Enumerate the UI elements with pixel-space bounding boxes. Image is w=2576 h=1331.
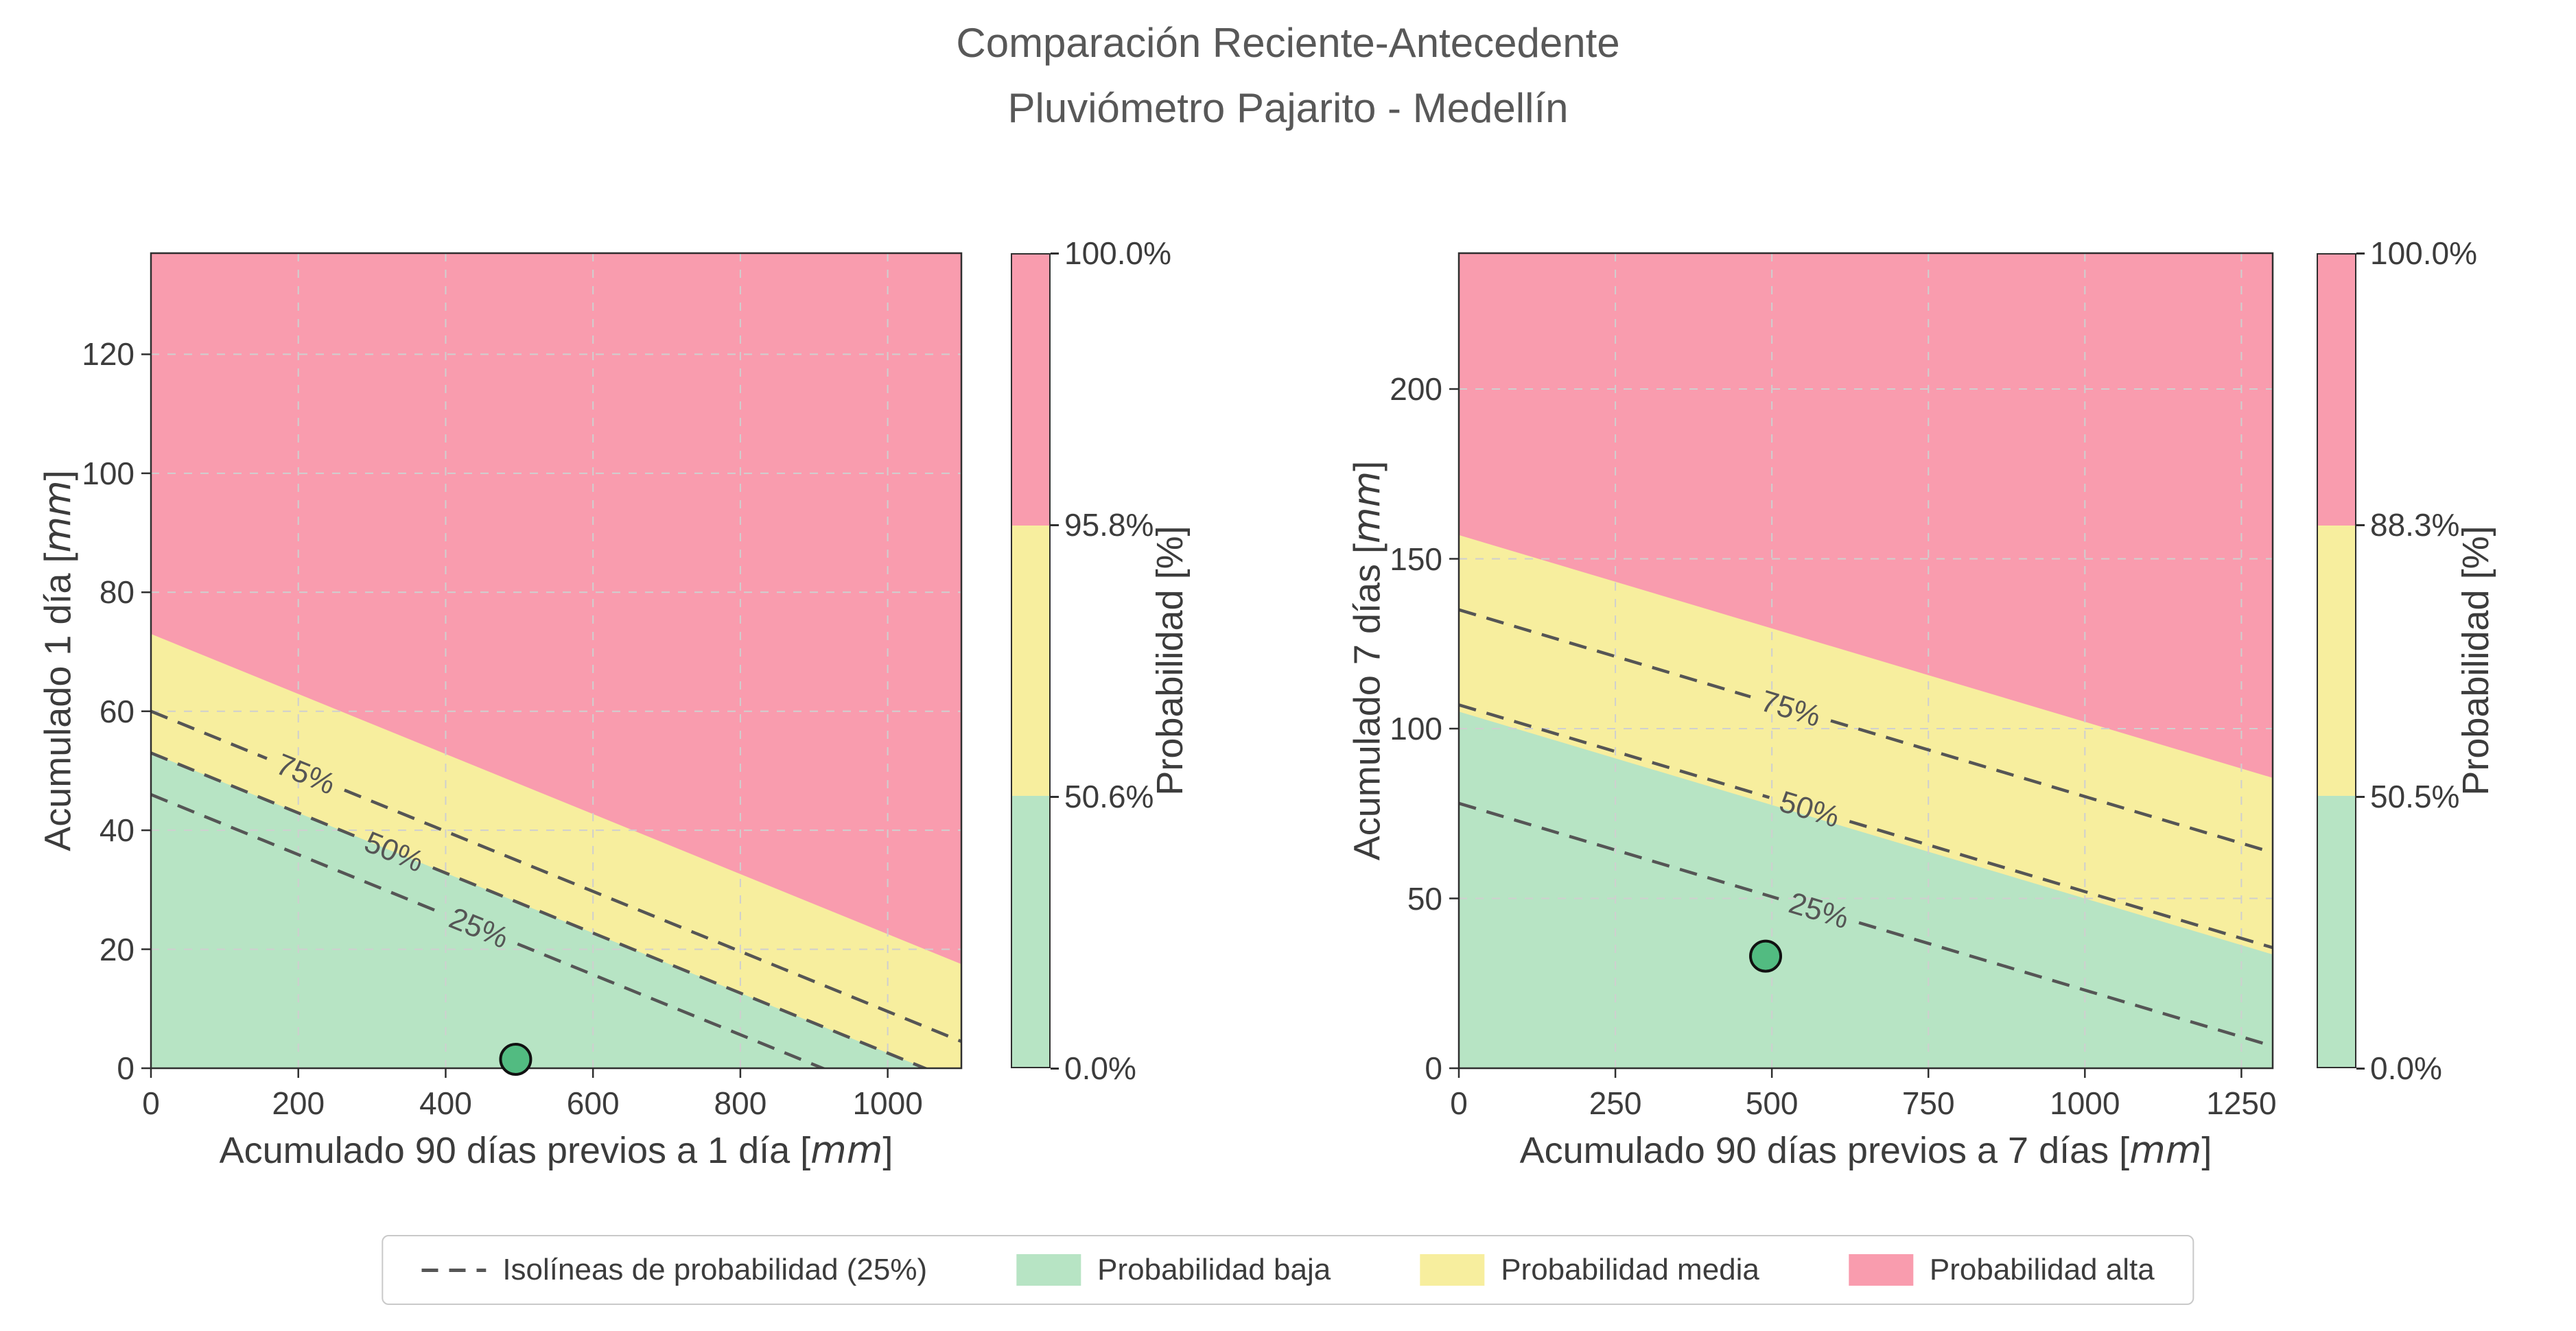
colorbar-tick-label: 0.0% — [2370, 1050, 2442, 1086]
y-axis-unit: mm — [1345, 471, 1389, 543]
x-tick-label: 1000 — [852, 1085, 923, 1121]
y-tick-label: 200 — [1390, 371, 1442, 407]
isoline — [432, 866, 929, 1068]
plot-acumulado-1-dia: 75%50%25% — [141, 252, 963, 1078]
colorbar-segment — [2318, 796, 2355, 1068]
low-probability-swatch — [1016, 1254, 1081, 1286]
data-point-marker — [1749, 939, 1783, 973]
colorbar-tick-label: 50.6% — [1064, 779, 1154, 814]
y-tick-label: 100 — [82, 455, 134, 491]
x-tick-label: 600 — [566, 1085, 620, 1121]
legend-label-high-probability: Probabilidad alta — [1929, 1253, 2155, 1286]
x-tick-label: 1000 — [2050, 1085, 2120, 1121]
colorbar-tick-label: 0.0% — [1064, 1050, 1136, 1086]
data-point-marker — [499, 1042, 532, 1076]
dashed-line-sample — [421, 1268, 487, 1272]
legend-item-low-probability: Probabilidad baja — [1016, 1253, 1331, 1287]
plot-acumulado-7-dias: 75%50%25% — [1449, 252, 2274, 1078]
y-tick-label: 40 — [99, 812, 134, 849]
high-probability-swatch — [1848, 1254, 1913, 1286]
y-tick-label: 120 — [82, 336, 134, 373]
isoline — [517, 942, 827, 1068]
colorbar — [1011, 253, 1051, 1068]
y-tick-label: 60 — [99, 693, 134, 729]
isoline — [151, 751, 356, 838]
x-tick-label: 750 — [1901, 1085, 1955, 1121]
legend-item-medium-probability: Probabilidad media — [1420, 1253, 1759, 1287]
x-tick-label: 800 — [714, 1085, 767, 1121]
colorbar-segment — [1012, 525, 1049, 797]
colorbar-segment — [2318, 255, 2355, 526]
y-tick-label: 50 — [1407, 880, 1442, 917]
colorbar-tick-mark — [2356, 523, 2365, 526]
colorbar-segment — [1012, 796, 1049, 1068]
isoline — [1858, 921, 2273, 1048]
x-tick-label: 400 — [419, 1085, 472, 1121]
legend-item-high-probability: Probabilidad alta — [1848, 1253, 2155, 1287]
colorbar-segment — [2318, 525, 2355, 797]
isoline — [1459, 703, 1770, 799]
colorbar-tick-mark — [1051, 1067, 1059, 1070]
colorbar-axis-label: Probabilidad [%] — [2455, 526, 2496, 796]
colorbar-tick-mark — [2356, 1067, 2365, 1070]
colorbar — [2317, 253, 2356, 1068]
legend-label-low-probability: Probabilidad baja — [1097, 1253, 1331, 1286]
chart-title-line1: Comparación Reciente-Antecedente — [956, 20, 1620, 66]
x-tick-label: 1250 — [2206, 1085, 2277, 1121]
legend-label-isolines: Isolíneas de probabilidad (25%) — [502, 1253, 928, 1286]
colorbar-tick-mark — [1051, 252, 1059, 255]
legend: Isolíneas de probabilidad (25%) Probabil… — [382, 1235, 2194, 1305]
y-tick-label: 150 — [1390, 541, 1442, 577]
colorbar-axis-label: Probabilidad [%] — [1149, 526, 1191, 796]
y-axis-label: Acumulado 1 día [mm] — [36, 470, 80, 851]
colorbar-tick-label: 50.5% — [2370, 779, 2460, 814]
zone-low-probability — [1459, 711, 2273, 1068]
colorbar-tick-label: 100.0% — [1064, 235, 1172, 271]
colorbar-tick-label: 88.3% — [2370, 507, 2460, 543]
isoline — [1830, 719, 2273, 854]
plot-frame — [1457, 252, 2274, 1070]
y-tick-label: 0 — [1425, 1050, 1442, 1086]
colorbar-tick-mark — [1051, 523, 1059, 526]
medium-probability-swatch — [1420, 1254, 1485, 1286]
y-tick-label: 0 — [117, 1050, 134, 1086]
colorbar-tick-mark — [2356, 252, 2365, 255]
chart-title: Comparación Reciente-Antecedente Pluvióm… — [0, 11, 2576, 141]
x-tick-label: 0 — [1450, 1085, 1468, 1121]
legend-label-medium-probability: Probabilidad media — [1501, 1253, 1759, 1286]
x-tick-label: 250 — [1589, 1085, 1642, 1121]
x-tick-label: 0 — [142, 1085, 160, 1121]
plot-frame — [150, 252, 963, 1070]
y-tick-label: 20 — [99, 931, 134, 967]
colorbar-segment — [1012, 255, 1049, 526]
x-axis-label: Acumulado 90 días previos a 1 día [mm] — [219, 1129, 893, 1172]
colorbar-tick-label: 100.0% — [2370, 235, 2478, 271]
x-axis-label: Acumulado 90 días previos a 7 días [mm] — [1519, 1129, 2212, 1172]
isoline — [151, 793, 441, 914]
isoline — [344, 788, 961, 1044]
isoline — [1459, 608, 1751, 698]
chart-title-line2: Pluviómetro Pajarito - Medellín — [1007, 84, 1569, 131]
colorbar-tick-label: 95.8% — [1064, 507, 1154, 543]
y-axis-label: Acumulado 7 días [mm] — [1345, 460, 1389, 861]
colorbar-tick-mark — [2356, 795, 2365, 798]
legend-item-isolines: Isolíneas de probabilidad (25%) — [421, 1253, 927, 1287]
y-tick-label: 100 — [1390, 711, 1442, 746]
x-axis-unit: mm — [2129, 1129, 2202, 1172]
x-tick-label: 200 — [272, 1085, 325, 1121]
x-axis-unit: mm — [810, 1129, 883, 1172]
y-tick-label: 80 — [99, 574, 134, 611]
x-tick-label: 500 — [1745, 1085, 1799, 1121]
isoline — [151, 709, 268, 760]
colorbar-tick-mark — [1051, 795, 1059, 798]
isoline — [1849, 820, 2273, 950]
y-axis-unit: mm — [36, 480, 80, 553]
